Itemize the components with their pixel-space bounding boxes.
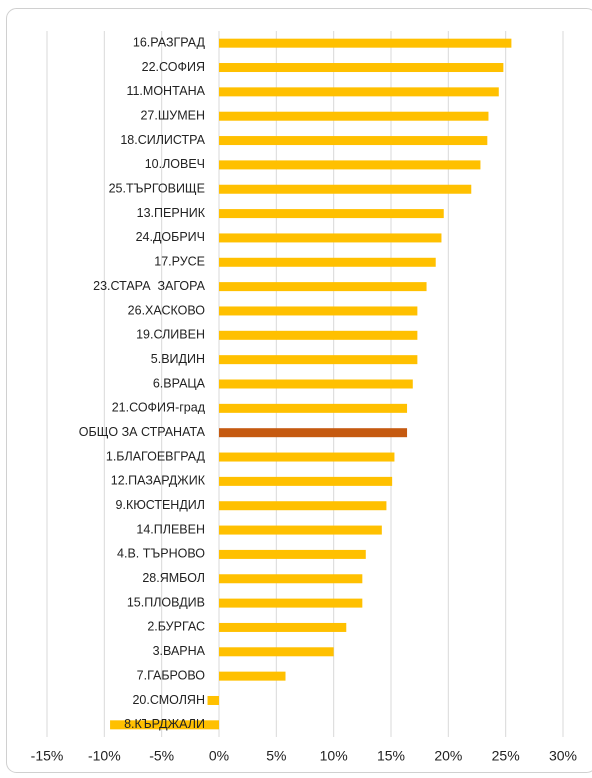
bar: [219, 209, 444, 219]
y-tick-label: 10.ЛОВЕЧ: [145, 157, 205, 171]
y-tick-label: 19.СЛИВЕН: [136, 328, 205, 342]
bar: [219, 282, 427, 292]
bar: [110, 720, 219, 730]
y-tick-label: 4.В. ТЪРНОВО: [117, 547, 205, 561]
y-tick-label: 28.ЯМБОЛ: [142, 571, 205, 585]
bar: [219, 330, 418, 340]
y-tick-label: 14.ПЛЕВЕН: [136, 522, 205, 536]
bar: [219, 501, 387, 511]
bar: [219, 136, 488, 146]
x-tick-label: -15%: [31, 748, 64, 764]
bar: [219, 525, 382, 535]
y-tick-label: 9.КЮСТЕНДИЛ: [116, 498, 205, 512]
bar: [219, 38, 512, 48]
bar: [219, 574, 363, 584]
y-tick-label: 18.СИЛИСТРА: [120, 133, 205, 147]
x-tick-label: -10%: [88, 748, 121, 764]
bar: [219, 647, 334, 657]
y-tick-label: 11.МОНТАНА: [126, 84, 205, 98]
bar: [219, 87, 499, 97]
y-tick-label: 7.ГАБРОВО: [137, 668, 206, 682]
y-tick-label: 5.ВИДИН: [151, 352, 205, 366]
y-tick-label: 27.ШУМЕН: [140, 109, 205, 123]
y-tick-label: 3.ВАРНА: [153, 644, 206, 658]
bar: [219, 306, 418, 316]
y-tick-label: 12.ПАЗАРДЖИК: [111, 474, 206, 488]
y-tick-label: 6.ВРАЦА: [153, 376, 206, 390]
bar: [219, 233, 442, 243]
y-tick-label: 23.СТАРА ЗАГОРА: [93, 279, 206, 293]
x-tick-label: 5%: [266, 748, 286, 764]
x-tick-label: 15%: [377, 748, 405, 764]
chart-frame: [6, 8, 592, 773]
y-tick-label: 22.СОФИЯ: [142, 60, 205, 74]
y-tick-label: 26.ХАСКОВО: [128, 303, 206, 317]
bar: [219, 379, 413, 389]
y-tick-label: 24.ДОБРИЧ: [136, 230, 205, 244]
x-tick-label: -5%: [149, 748, 174, 764]
x-tick-label: 30%: [549, 748, 577, 764]
y-tick-label: 20.СМОЛЯН: [132, 693, 205, 707]
y-tick-label: 2.БУРГАС: [147, 620, 205, 634]
x-tick-label: 20%: [434, 748, 462, 764]
y-tick-label: 8.КЪРДЖАЛИ: [124, 717, 205, 731]
bar: [219, 671, 286, 681]
bar: [207, 695, 219, 705]
y-tick-label: 15.ПЛОВДИВ: [127, 595, 205, 609]
x-tick-label: 0%: [209, 748, 229, 764]
bar: [219, 184, 472, 194]
y-tick-label: 13.ПЕРНИК: [137, 206, 206, 220]
bar: [219, 111, 489, 121]
y-tick-label: 16.РАЗГРАД: [133, 35, 206, 49]
bar: [219, 549, 366, 559]
bar: [219, 476, 393, 486]
bar: [219, 622, 347, 632]
bar: [219, 428, 408, 438]
bar: [219, 598, 363, 608]
x-tick-label: 25%: [492, 748, 520, 764]
x-tick-label: 10%: [320, 748, 348, 764]
y-tick-label: 21.СОФИЯ-град: [112, 401, 206, 415]
bar: [219, 452, 395, 462]
bar: [219, 355, 418, 365]
bar: [219, 257, 436, 267]
bar: [219, 63, 504, 73]
y-tick-label: ОБЩО ЗА СТРАНАТА: [79, 425, 206, 439]
bar: [219, 403, 408, 413]
y-tick-label: 25.ТЪРГОВИЩЕ: [109, 182, 205, 196]
y-tick-label: 1.БЛАГОЕВГРАД: [106, 449, 206, 463]
y-tick-label: 17.РУСЕ: [154, 255, 205, 269]
bar: [219, 160, 481, 170]
